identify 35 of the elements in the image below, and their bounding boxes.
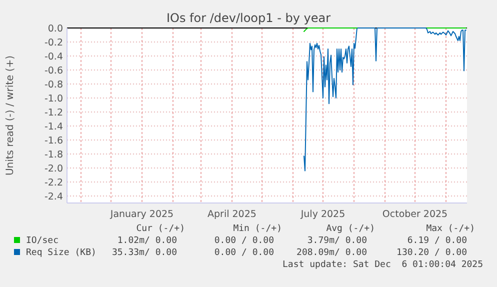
y-tick-label: -1.4 [44, 122, 63, 132]
text: Max (-/+) [426, 224, 475, 234]
text: 1.02m/ 0.00 [117, 236, 177, 246]
text: Cur (-/+) [136, 224, 185, 234]
y-tick-label: -2.4 [44, 192, 63, 202]
x-tick-label: January 2025 [109, 209, 174, 220]
y-tick-label: -1.0 [44, 94, 63, 104]
text: 35.33m/ 0.00 [112, 248, 177, 258]
y-tick-label: -2.2 [44, 178, 63, 188]
y-tick-label: 0.0 [48, 24, 63, 34]
y-axis-title: Units read (-) / write (+) [5, 55, 16, 176]
y-tick-label: -1.8 [44, 150, 63, 160]
x-tick-label: April 2025 [208, 209, 256, 220]
chart-title: IOs for /dev/loop1 - by year [166, 11, 331, 25]
text: 0.00 / 0.00 [214, 236, 274, 246]
text: 130.20 / 0.00 [396, 248, 467, 258]
text: 0.00 / 0.00 [214, 248, 274, 258]
text: Last update: Sat Dec 6 01:00:04 2025 [282, 260, 483, 270]
y-tick-label: -0.6 [44, 66, 63, 76]
text: Min (-/+) [233, 224, 282, 234]
line-series [304, 28, 466, 172]
y-tick-label: -1.2 [44, 108, 63, 118]
x-tick-label: October 2025 [382, 209, 448, 220]
text: Avg (-/+) [326, 224, 375, 234]
y-tick-label: -0.4 [44, 52, 63, 62]
legend-label: Req Size (KB) [26, 248, 96, 258]
legend-label: IO/sec [26, 236, 59, 246]
text: 3.79m/ 0.00 [307, 236, 367, 246]
text: 208.09m/ 0.00 [296, 248, 367, 258]
y-tick-label: -2.0 [44, 164, 63, 174]
y-tick-label: -0.8 [44, 80, 63, 90]
text: 6.19 / 0.00 [407, 236, 467, 246]
x-tick-label: July 2025 [300, 209, 346, 220]
y-tick-label: -1.6 [44, 136, 63, 146]
y-tick-label: -0.2 [44, 38, 63, 48]
